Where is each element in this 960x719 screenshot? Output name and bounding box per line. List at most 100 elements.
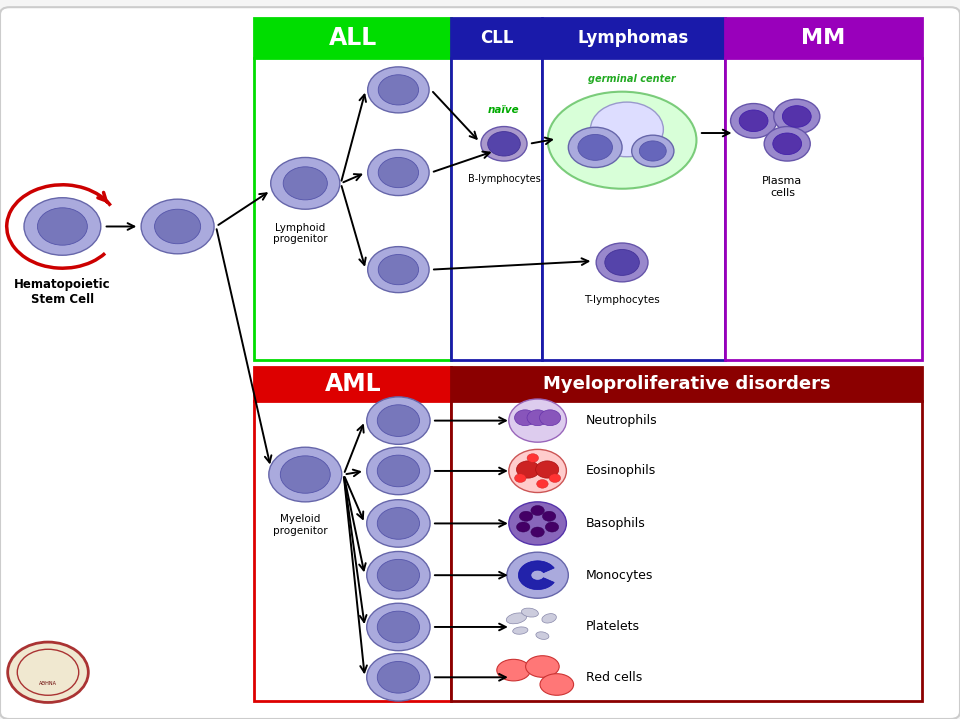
Circle shape bbox=[377, 508, 420, 539]
Circle shape bbox=[367, 447, 430, 495]
Circle shape bbox=[605, 249, 639, 275]
Text: MM: MM bbox=[801, 28, 846, 47]
Text: naïve: naïve bbox=[489, 105, 519, 115]
Circle shape bbox=[368, 247, 429, 293]
Text: Lymphoid
progenitor: Lymphoid progenitor bbox=[274, 223, 327, 244]
Circle shape bbox=[377, 661, 420, 693]
Circle shape bbox=[516, 522, 530, 532]
Circle shape bbox=[590, 102, 663, 157]
Circle shape bbox=[516, 461, 540, 478]
Circle shape bbox=[515, 474, 526, 482]
FancyBboxPatch shape bbox=[725, 18, 922, 58]
Ellipse shape bbox=[526, 656, 559, 677]
Circle shape bbox=[531, 527, 544, 537]
Text: Red cells: Red cells bbox=[586, 671, 642, 684]
Circle shape bbox=[782, 106, 811, 127]
Circle shape bbox=[378, 75, 419, 105]
Ellipse shape bbox=[536, 632, 549, 639]
Circle shape bbox=[568, 127, 622, 168]
Text: AML: AML bbox=[324, 372, 381, 396]
Circle shape bbox=[377, 455, 420, 487]
FancyBboxPatch shape bbox=[254, 18, 451, 58]
Circle shape bbox=[519, 511, 533, 521]
Circle shape bbox=[377, 405, 420, 436]
Circle shape bbox=[632, 135, 674, 167]
Text: AΘHNA: AΘHNA bbox=[39, 681, 57, 686]
Text: T-lymphocytes: T-lymphocytes bbox=[585, 295, 660, 305]
FancyBboxPatch shape bbox=[254, 58, 451, 359]
FancyBboxPatch shape bbox=[542, 58, 725, 359]
Circle shape bbox=[280, 456, 330, 493]
Circle shape bbox=[774, 99, 820, 134]
Text: Eosinophils: Eosinophils bbox=[586, 464, 656, 477]
Circle shape bbox=[639, 141, 666, 161]
Circle shape bbox=[269, 447, 342, 502]
Circle shape bbox=[537, 480, 548, 488]
Circle shape bbox=[596, 243, 648, 282]
Text: Lymphomas: Lymphomas bbox=[578, 29, 689, 47]
FancyBboxPatch shape bbox=[0, 7, 960, 719]
Circle shape bbox=[481, 127, 527, 161]
Circle shape bbox=[377, 611, 420, 643]
Circle shape bbox=[527, 410, 548, 426]
Circle shape bbox=[367, 551, 430, 599]
FancyBboxPatch shape bbox=[254, 367, 451, 401]
Circle shape bbox=[24, 198, 101, 255]
Ellipse shape bbox=[521, 608, 539, 617]
Circle shape bbox=[141, 199, 214, 254]
Ellipse shape bbox=[541, 613, 557, 623]
Circle shape bbox=[527, 454, 539, 462]
Ellipse shape bbox=[497, 659, 531, 681]
Text: germinal center: germinal center bbox=[588, 74, 676, 84]
Text: B-lymphocytes: B-lymphocytes bbox=[468, 174, 540, 184]
Circle shape bbox=[283, 167, 327, 200]
Wedge shape bbox=[518, 561, 554, 590]
Ellipse shape bbox=[513, 627, 528, 634]
Circle shape bbox=[515, 410, 536, 426]
Circle shape bbox=[540, 410, 561, 426]
Circle shape bbox=[271, 157, 340, 209]
Circle shape bbox=[731, 104, 777, 138]
Text: Monocytes: Monocytes bbox=[586, 569, 653, 582]
Circle shape bbox=[368, 67, 429, 113]
Text: Neutrophils: Neutrophils bbox=[586, 414, 658, 427]
Text: Hematopoietic
Stem Cell: Hematopoietic Stem Cell bbox=[14, 278, 110, 306]
Circle shape bbox=[578, 134, 612, 160]
Circle shape bbox=[367, 500, 430, 547]
Circle shape bbox=[368, 150, 429, 196]
Circle shape bbox=[536, 461, 559, 478]
Circle shape bbox=[367, 654, 430, 701]
Circle shape bbox=[8, 642, 88, 702]
Circle shape bbox=[37, 208, 87, 245]
Circle shape bbox=[377, 559, 420, 591]
Circle shape bbox=[531, 505, 544, 516]
Text: Myeloproliferative disorders: Myeloproliferative disorders bbox=[542, 375, 830, 393]
Circle shape bbox=[509, 502, 566, 545]
Circle shape bbox=[367, 397, 430, 444]
Ellipse shape bbox=[540, 674, 574, 695]
FancyBboxPatch shape bbox=[451, 401, 922, 701]
Text: Platelets: Platelets bbox=[586, 620, 639, 633]
FancyBboxPatch shape bbox=[451, 367, 922, 401]
Circle shape bbox=[488, 132, 520, 156]
Circle shape bbox=[764, 127, 810, 161]
FancyBboxPatch shape bbox=[725, 58, 922, 359]
Circle shape bbox=[509, 449, 566, 493]
FancyBboxPatch shape bbox=[542, 18, 725, 58]
Circle shape bbox=[773, 133, 802, 155]
Circle shape bbox=[378, 157, 419, 188]
Text: ALL: ALL bbox=[328, 26, 377, 50]
Circle shape bbox=[549, 474, 561, 482]
Text: Basophils: Basophils bbox=[586, 517, 645, 530]
Circle shape bbox=[378, 255, 419, 285]
Text: Myeloid
progenitor: Myeloid progenitor bbox=[274, 514, 327, 536]
Text: Plasma
cells: Plasma cells bbox=[762, 176, 803, 198]
FancyBboxPatch shape bbox=[254, 401, 451, 701]
FancyBboxPatch shape bbox=[451, 18, 542, 58]
Circle shape bbox=[545, 522, 559, 532]
Text: CLL: CLL bbox=[480, 29, 514, 47]
Circle shape bbox=[367, 603, 430, 651]
Circle shape bbox=[507, 552, 568, 598]
Circle shape bbox=[542, 511, 556, 521]
Circle shape bbox=[509, 399, 566, 442]
